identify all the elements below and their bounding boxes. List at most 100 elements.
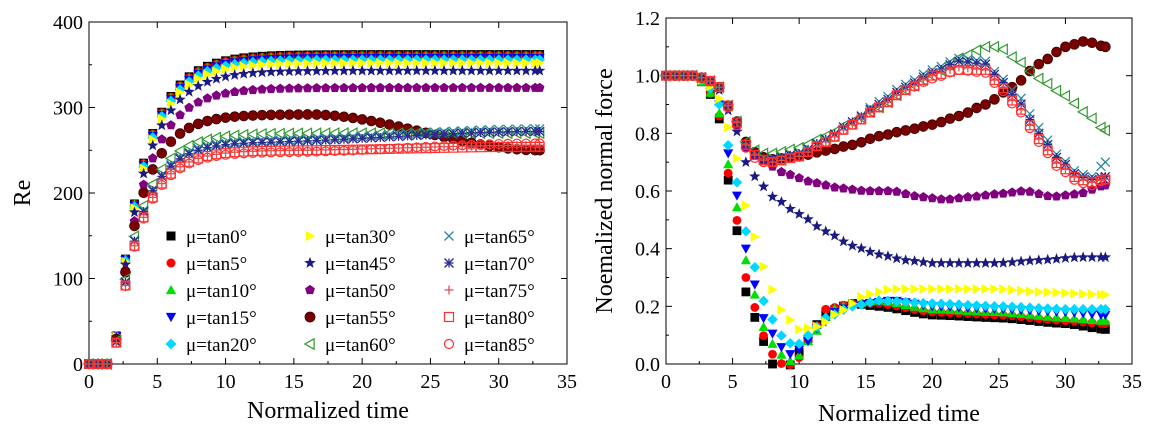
force-point	[1060, 164, 1071, 175]
force-point	[1050, 253, 1063, 264]
re-point	[311, 65, 323, 76]
re-point	[220, 112, 231, 123]
force-point	[990, 283, 1000, 295]
re-y-axis-label: Re	[10, 180, 36, 207]
re-point	[238, 110, 250, 122]
force-point	[883, 97, 893, 107]
force-point	[1069, 174, 1080, 185]
legend-marker	[165, 312, 177, 323]
re-point	[475, 54, 486, 65]
force-point	[944, 298, 956, 310]
re-point	[320, 64, 332, 76]
force-point	[802, 213, 814, 225]
re-point	[356, 114, 368, 125]
re-point	[376, 58, 386, 69]
re-point	[421, 57, 431, 69]
force-point	[768, 359, 777, 369]
re-point	[119, 258, 132, 270]
force-point	[901, 85, 911, 95]
re-point	[385, 58, 395, 69]
re-point	[303, 58, 313, 69]
re-x-tick-label: 15	[284, 371, 304, 393]
force-point	[1042, 253, 1054, 265]
force-point	[963, 283, 973, 295]
legend-item: μ=tan5°	[166, 254, 247, 275]
re-point	[338, 64, 350, 76]
legend-label: μ=tan30°	[325, 227, 396, 248]
force-point	[1052, 287, 1062, 298]
legend-marker	[444, 258, 454, 268]
force-x-tick-label: 10	[789, 371, 809, 393]
force-point	[1025, 286, 1035, 297]
force-point	[900, 188, 911, 198]
re-point	[284, 109, 295, 120]
force-point	[777, 359, 786, 368]
force-point	[740, 139, 751, 150]
force-point	[793, 208, 805, 219]
legend-item: μ=tan45°	[304, 254, 396, 275]
force-point	[945, 283, 956, 295]
force-point	[1077, 251, 1089, 263]
force-point	[882, 129, 894, 140]
re-point	[320, 135, 331, 145]
force-point	[953, 257, 965, 268]
re-point	[274, 65, 286, 77]
re-point	[312, 58, 322, 69]
force-point	[731, 120, 742, 131]
force-point	[873, 248, 885, 260]
legend-marker	[305, 284, 315, 295]
re-point	[348, 82, 358, 92]
legend-item: μ=tan0°	[166, 227, 247, 248]
force-point	[980, 190, 991, 200]
force-point	[937, 283, 947, 295]
re-point	[256, 66, 268, 78]
force-point	[820, 145, 832, 156]
legend-item: μ=tan50°	[305, 281, 396, 302]
force-point	[802, 330, 814, 341]
force-point	[944, 67, 955, 78]
force-point	[715, 93, 725, 104]
re-point	[192, 80, 204, 91]
force-point	[714, 82, 724, 92]
force-point	[740, 142, 751, 153]
force-point	[883, 185, 893, 196]
force-point	[918, 121, 929, 132]
force-point	[1007, 187, 1017, 197]
force-point	[1024, 120, 1035, 131]
force-point	[1014, 56, 1026, 69]
re-point	[512, 126, 522, 137]
force-point	[926, 119, 938, 130]
force-point	[1034, 286, 1044, 297]
force-point	[1033, 302, 1045, 314]
re-point	[494, 57, 504, 69]
force-point	[1099, 124, 1111, 137]
force-y-tick-label: 0.4	[635, 239, 660, 261]
re-point	[220, 60, 231, 72]
re-point	[465, 64, 478, 76]
force-point	[731, 177, 743, 188]
force-point	[696, 72, 707, 83]
force-point	[1069, 39, 1080, 50]
re-point	[302, 109, 313, 120]
re-point	[211, 113, 222, 125]
re-point	[247, 67, 259, 78]
force-point	[936, 70, 947, 81]
re-point	[238, 57, 250, 69]
force-point	[1068, 251, 1080, 263]
force-point	[776, 330, 787, 341]
force-point	[900, 125, 911, 136]
re-x-tick-label: 25	[420, 371, 440, 393]
re-x-tick-label: 10	[216, 371, 236, 393]
re-point	[284, 83, 295, 93]
force-point	[917, 256, 930, 268]
force-point	[740, 244, 751, 254]
force-point	[750, 303, 760, 312]
re-point	[229, 69, 241, 80]
legend-marker	[304, 256, 316, 268]
re-point	[219, 70, 232, 82]
re-point	[366, 82, 377, 92]
re-point	[238, 85, 249, 95]
force-point	[1059, 89, 1071, 102]
re-y-tick-label: 300	[53, 98, 83, 120]
force-point	[998, 188, 1009, 198]
